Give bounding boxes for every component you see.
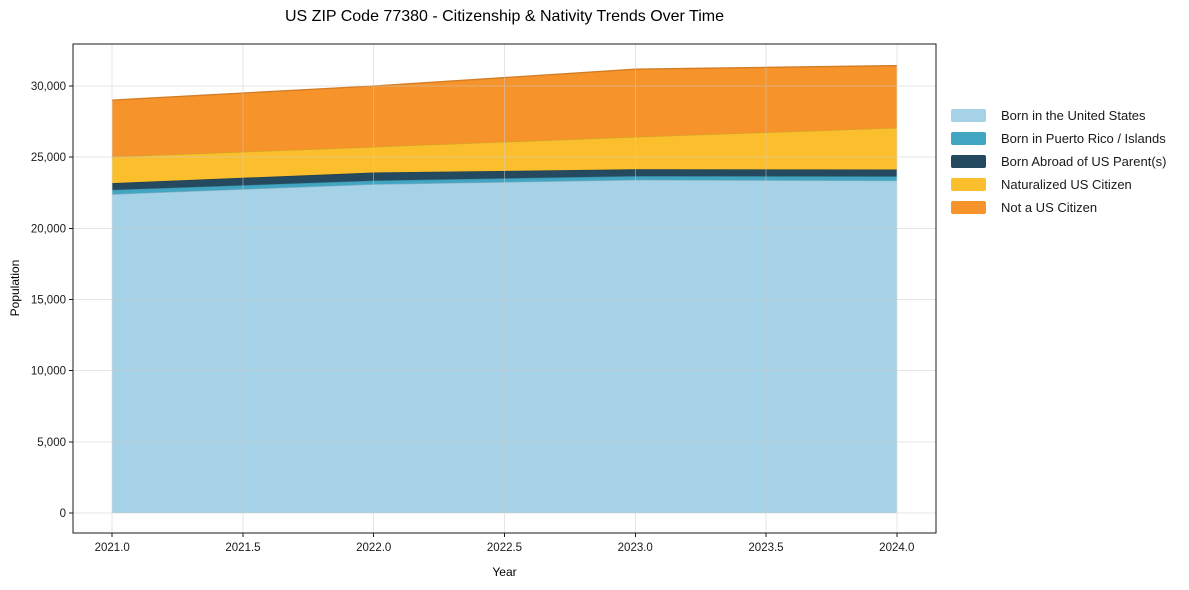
y-tick-label: 30,000 [31,81,66,93]
legend-item-not-citizen: Not a US Citizen [951,199,1166,215]
legend-item-born-in-us: Born in the United States [951,107,1166,123]
legend-label: Not a US Citizen [1001,199,1098,215]
x-axis-title: Year [492,565,517,579]
area-series-2 [112,169,897,190]
tick-labels: 0 5,000 10,000 15,000 20,000 25,000 30,000 2021… [31,81,915,554]
x-tick-label: 2024.0 [879,542,914,554]
x-tick-label: 2023.0 [618,542,653,554]
legend-swatch-not-citizen [951,200,986,214]
legend-label: Born in Puerto Rico / Islands [1001,130,1166,146]
legend-item-born-abroad: Born Abroad of US Parent(s) [951,153,1167,169]
tick-marks [69,85,898,537]
legend-swatch-born-in-us [951,108,986,122]
legend-label: Born in the United States [1001,107,1146,123]
x-tick-label: 2021.0 [95,542,130,554]
y-tick-label: 20,000 [31,223,66,235]
legend-label: Naturalized US Citizen [1001,176,1132,192]
x-tick-label: 2022.0 [356,542,391,554]
legend-swatch-born-abroad [951,154,986,168]
y-tick-label: 10,000 [31,366,66,378]
legend-item-naturalized: Naturalized US Citizen [951,176,1166,192]
legend-swatch-puerto-rico-islands [951,131,986,145]
x-tick-label: 2021.5 [225,542,260,554]
legend-item-puerto-rico-islands: Born in Puerto Rico / Islands [951,130,1166,146]
legend-label: Born Abroad of US Parent(s) [1001,153,1167,169]
gridlines [73,44,936,533]
y-tick-label: 5,000 [37,437,66,449]
chart-title: US ZIP Code 77380 - Citizenship & Nativi… [285,8,724,25]
legend-swatch-naturalized [951,177,986,191]
y-axis-title: Population [8,259,22,317]
x-tick-label: 2022.5 [487,542,522,554]
x-tick-label: 2023.5 [748,542,783,554]
y-tick-label: 25,000 [31,152,66,164]
y-tick-label: 0 [60,508,66,520]
y-tick-label: 15,000 [31,295,66,307]
legend: Born in the United States Born in Puerto… [951,107,1167,215]
